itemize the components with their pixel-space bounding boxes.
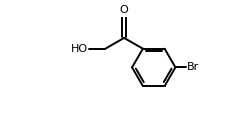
Text: Br: Br [187, 62, 199, 72]
Text: O: O [120, 5, 129, 15]
Text: HO: HO [70, 44, 88, 54]
